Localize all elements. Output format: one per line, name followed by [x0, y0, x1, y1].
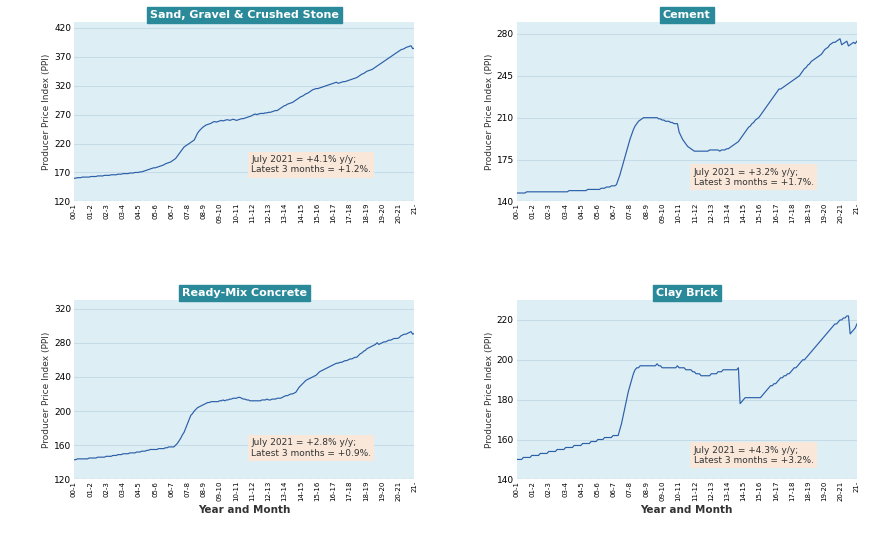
Text: July 2021 = +3.2% y/y;
Latest 3 months = +1.7%.: July 2021 = +3.2% y/y; Latest 3 months =…	[693, 168, 813, 187]
Text: July 2021 = +2.8% y/y;
Latest 3 months = +0.9%.: July 2021 = +2.8% y/y; Latest 3 months =…	[250, 439, 371, 458]
Y-axis label: Producer Price Index (PPI): Producer Price Index (PPI)	[484, 53, 493, 170]
Text: Cement: Cement	[662, 10, 710, 20]
Text: Clay Brick: Clay Brick	[655, 288, 717, 298]
X-axis label: Year and Month: Year and Month	[198, 505, 290, 515]
Y-axis label: Producer Price Index (PPI): Producer Price Index (PPI)	[42, 53, 51, 170]
Y-axis label: Producer Price Index (PPI): Producer Price Index (PPI)	[42, 332, 51, 448]
Text: July 2021 = +4.1% y/y;
Latest 3 months = +1.2%.: July 2021 = +4.1% y/y; Latest 3 months =…	[250, 155, 370, 175]
Text: Sand, Gravel & Crushed Stone: Sand, Gravel & Crushed Stone	[149, 10, 338, 20]
Y-axis label: Producer Price Index (PPI): Producer Price Index (PPI)	[484, 332, 493, 448]
Text: Ready-Mix Concrete: Ready-Mix Concrete	[182, 288, 306, 298]
X-axis label: Year and Month: Year and Month	[640, 505, 732, 515]
Text: July 2021 = +4.3% y/y;
Latest 3 months = +3.2%.: July 2021 = +4.3% y/y; Latest 3 months =…	[693, 446, 813, 465]
